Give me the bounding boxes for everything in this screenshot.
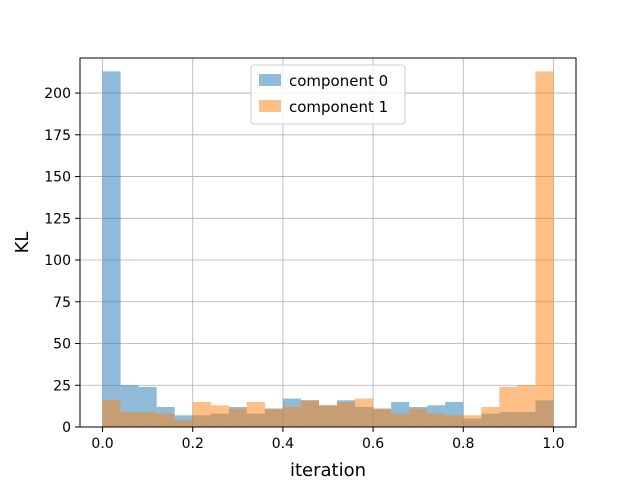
x-tick-label: 0.2 [182, 436, 204, 452]
legend-entry: component 0 [289, 72, 388, 90]
histogram-bar [409, 408, 428, 427]
histogram-bar [391, 413, 410, 427]
histogram-bar [535, 71, 554, 427]
x-tick-label: 1.0 [542, 436, 564, 452]
histogram-bar [192, 401, 211, 427]
histogram-bar [156, 413, 175, 427]
y-tick-label: 25 [53, 378, 71, 394]
histogram-bar [120, 411, 139, 427]
y-tick-label: 50 [53, 337, 71, 353]
histogram-bar [138, 411, 157, 427]
plot-area-frame [79, 57, 577, 428]
histogram-bar [246, 401, 265, 427]
histogram-bar [373, 408, 392, 427]
histogram-bar [282, 406, 301, 427]
histogram-bar [427, 413, 446, 427]
y-tick-label: 175 [44, 128, 71, 144]
histogram-bar [102, 400, 121, 427]
histogram-bar [337, 401, 356, 427]
histogram-bar [300, 400, 319, 427]
y-tick-label: 200 [44, 86, 71, 102]
histogram-bar [499, 386, 518, 427]
series-0 [102, 71, 554, 427]
histogram-bar [517, 385, 536, 427]
y-tick-label: 150 [44, 170, 71, 186]
histogram-bar [445, 415, 464, 427]
histogram-bar [102, 71, 121, 427]
x-tick-label: 0.4 [272, 436, 294, 452]
histogram-bar [264, 408, 283, 427]
legend: component 0 component 1 [250, 64, 406, 125]
histogram-bar [174, 420, 193, 427]
x-axis-label: iteration [290, 460, 366, 480]
legend-swatch [259, 74, 281, 86]
legend-entry: component 1 [289, 98, 388, 116]
y-tick-label: 125 [44, 211, 71, 227]
legend-box [250, 64, 406, 125]
x-tick-label: 0.6 [362, 436, 384, 452]
histogram-bar [481, 406, 500, 427]
histogram-bar [228, 408, 247, 427]
axis-ticks: 0.0 0.2 0.4 0.6 0.8 1.0 0 25 50 75 100 125 150 175 200 [44, 86, 564, 452]
histogram-bars [102, 71, 554, 427]
x-tick-label: 0.8 [452, 436, 474, 452]
series-1 [102, 71, 554, 427]
y-tick-label: 100 [44, 253, 71, 269]
histogram-bar [463, 415, 482, 427]
y-axis-label: KL [12, 232, 33, 254]
legend-swatch [259, 100, 281, 112]
y-tick-label: 75 [53, 295, 71, 311]
x-tick-label: 0.0 [91, 436, 113, 452]
y-tick-label: 0 [62, 420, 71, 436]
histogram-bar [210, 405, 229, 427]
histogram-bar [318, 405, 338, 427]
histogram-bar [355, 398, 374, 427]
